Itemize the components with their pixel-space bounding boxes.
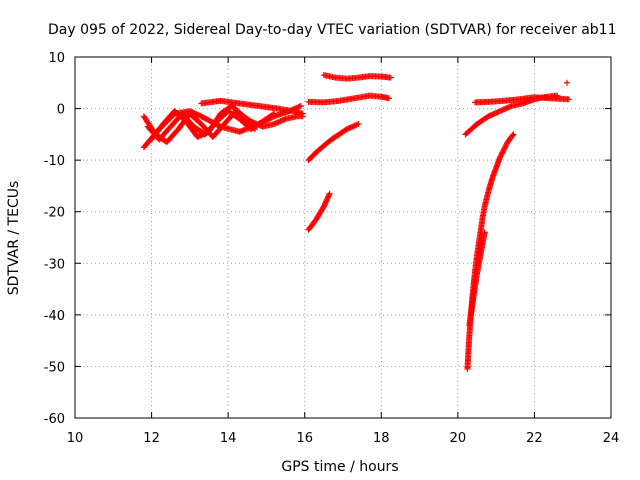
- data-point-marker: [563, 79, 570, 86]
- x-tick-label: 18: [373, 431, 390, 446]
- plot-frame: [74, 56, 612, 419]
- data-point-marker: [355, 121, 362, 128]
- series-arc-15: [563, 79, 570, 86]
- y-tick-label: -60: [44, 412, 65, 427]
- series-arc-10: [320, 72, 394, 82]
- y-tick-label: -10: [44, 154, 65, 169]
- data-point-marker: [297, 102, 304, 109]
- x-axis-label: GPS time / hours: [281, 459, 398, 475]
- series-arc-9: [305, 92, 392, 106]
- series-arc-14: [466, 229, 488, 329]
- x-tick-label: 22: [526, 431, 543, 446]
- y-tick-label: -50: [44, 360, 65, 375]
- data-point-marker: [510, 131, 517, 138]
- data-point-marker: [299, 113, 306, 120]
- series-arc-7: [305, 121, 362, 164]
- y-tick-label: 10: [48, 51, 65, 66]
- data-point-marker: [387, 74, 394, 81]
- x-tick-label: 10: [67, 431, 84, 446]
- series-arc-13: [464, 131, 517, 373]
- x-tick-label: 16: [296, 431, 313, 446]
- grid-lines: [75, 57, 611, 418]
- x-tick-label: 14: [220, 431, 237, 446]
- data-point-marker: [269, 111, 276, 118]
- series-arc-4: [144, 108, 278, 143]
- y-tick-label: -40: [44, 309, 65, 324]
- series-arc-6: [236, 110, 306, 130]
- data-point-marker: [385, 95, 392, 102]
- data-point-marker: [481, 229, 488, 236]
- data-point-marker: [326, 190, 333, 197]
- series-arc-11: [462, 92, 561, 138]
- y-tick-label: -20: [44, 206, 65, 221]
- series-arc-8: [305, 190, 333, 233]
- data-point-marker: [509, 132, 516, 139]
- data-point-marker: [565, 96, 572, 103]
- x-tick-label: 24: [603, 431, 620, 446]
- series-arc-2: [140, 108, 239, 146]
- axis-ticks: [74, 56, 612, 419]
- chart-title: Day 095 of 2022, Sidereal Day-to-day VTE…: [48, 22, 617, 38]
- y-tick-label: 0: [57, 103, 65, 118]
- y-tick-label: -30: [44, 257, 65, 272]
- x-tick-label: 20: [450, 431, 467, 446]
- x-tick-label: 12: [143, 431, 160, 446]
- data-point-marker: [271, 110, 278, 117]
- data-points: [140, 72, 572, 373]
- series-arc-12: [472, 94, 572, 106]
- y-axis-label: SDTVAR / TECUs: [6, 181, 22, 296]
- x-tick-labels: 10 12 14 16 18 20 22 24: [67, 431, 620, 446]
- y-tick-labels: 10 0 -10 -20 -30 -40 -50 -60: [44, 51, 65, 427]
